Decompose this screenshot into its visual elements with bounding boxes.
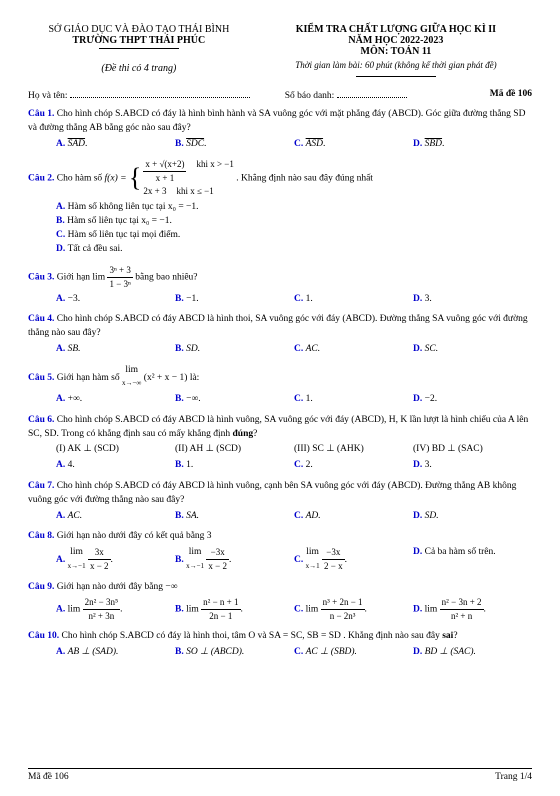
opt-d: D. BD ⊥ (SAC). — [413, 646, 532, 660]
exam-code: Mã đề 106 — [490, 89, 532, 99]
name-label: Họ và tên: — [28, 91, 68, 101]
options: A. lim 2n² − 3n⁵n² + 3n. B. lim n² − n +… — [28, 596, 532, 623]
exam-subject: MÔN: TOÁN 11 — [260, 46, 532, 57]
options: A. 4. B. 1. C. 2. D. 3. — [28, 459, 532, 473]
exam-title: KIỂM TRA CHẤT LƯỢNG GIỮA HỌC KÌ II — [260, 24, 532, 35]
q-label: Câu 7. — [28, 481, 54, 491]
opt-a: A. AB ⊥ (SAD). — [56, 646, 175, 660]
question-9: Câu 9. Giới hạn nào dưới đây bằng −∞ A. … — [28, 581, 532, 624]
name-field — [70, 89, 250, 98]
opt-c: C. AD. — [294, 510, 413, 524]
opt-c: C. Hàm số liên tục tại mọi điểm. — [28, 229, 532, 243]
q-pre: Cho hàm số — [54, 174, 104, 184]
page-header: SỞ GIÁO DỤC VÀ ĐÀO TẠO THÁI BÌNH TRƯỜNG … — [28, 24, 532, 79]
opt-a: A. 4. — [56, 459, 175, 473]
department: SỞ GIÁO DỤC VÀ ĐÀO TẠO THÁI BÌNH — [28, 24, 250, 35]
opt-d: D. −2. — [413, 393, 532, 407]
opt-d: D. 3. — [413, 293, 532, 307]
options: A. SB. B. SD. C. AC. D. SC. — [28, 343, 532, 357]
opt-d: D. lim n² − 3n + 2n² + n. — [413, 596, 532, 623]
opt-c: C. ASD. — [294, 138, 413, 152]
student-line: Họ và tên: Số báo danh: Mã đề 106 — [28, 89, 532, 101]
footer-page: Trang 1/4 — [495, 772, 532, 782]
question-4: Câu 4. Cho hình chóp S.ABCD có đáy ABCD … — [28, 313, 532, 356]
opt-b: B. 1. — [175, 459, 294, 473]
q-label: Câu 1. — [28, 109, 54, 119]
opt-a: A. −3. — [56, 293, 175, 307]
opt-a: A. SB. — [56, 343, 175, 357]
opt-d: D. 3. — [413, 459, 532, 473]
id-label: Số báo danh: — [285, 91, 335, 101]
options: A. limx→−1 3xx − 2. B. limx→−1 −3xx − 2.… — [28, 546, 532, 574]
exam-year: NĂM HỌC 2022-2023 — [260, 35, 532, 46]
opt-c: C. AC ⊥ (SBD). — [294, 646, 413, 660]
opt-d: D. SD. — [413, 510, 532, 524]
q-label: Câu 3. — [28, 272, 54, 282]
q-label: Câu 4. — [28, 314, 54, 324]
id-field — [337, 89, 407, 98]
opt-a: A. SAD. — [56, 138, 175, 152]
question-3: Câu 3. Giới hạn lim 3ⁿ + 31 − 3ⁿ bằng ba… — [28, 264, 532, 307]
footer-code: Mã đề 106 — [28, 772, 69, 782]
options: A. SAD. B. SDC. C. ASD. D. SBD. — [28, 138, 532, 152]
opt-a: A. +∞. — [56, 393, 175, 407]
stmt-iv: (IV) BD ⊥ (SAC) — [413, 443, 532, 457]
page-footer: Mã đề 106 Trang 1/4 — [28, 768, 532, 782]
opt-b: B. limx→−1 −3xx − 2. — [175, 546, 294, 574]
school-name: TRƯỜNG THPT THÁI PHÚC — [28, 35, 250, 46]
q-label: Câu 2. — [28, 174, 54, 184]
opt-c: C. lim n³ + 2n − 1n − 2n³. — [294, 596, 413, 623]
divider — [356, 76, 436, 77]
opt-a: A. lim 2n² − 3n⁵n² + 3n. — [56, 596, 175, 623]
q-label: Câu 6. — [28, 415, 54, 425]
exam-duration: Thời gian làm bài: 60 phút (không kể thờ… — [260, 60, 532, 70]
opt-c: C. AC. — [294, 343, 413, 357]
pages-note: (Đề thi có 4 trang) — [28, 63, 250, 74]
opt-b: B. lim n² − n + 12n − 1. — [175, 596, 294, 623]
question-10: Câu 10. Cho hình chóp S.ABCD có đáy là h… — [28, 630, 532, 660]
opt-a: A. limx→−1 3xx − 2. — [56, 546, 175, 574]
q-post: . Khẳng định nào sau đây đúng nhất — [236, 174, 373, 184]
options: A. AB ⊥ (SAD). B. SO ⊥ (ABCD). C. AC ⊥ (… — [28, 646, 532, 660]
stmt-ii: (II) AH ⊥ (SCD) — [175, 443, 294, 457]
header-right: KIỂM TRA CHẤT LƯỢNG GIỮA HỌC KÌ II NĂM H… — [260, 24, 532, 79]
opt-c: C. limx→1 −3x2 − x. — [294, 546, 413, 574]
options: A. +∞. B. −∞. C. 1. D. −2. — [28, 393, 532, 407]
opt-b: B. SDC. — [175, 138, 294, 152]
opt-d: D. SBD. — [413, 138, 532, 152]
opt-c: C. 1. — [294, 293, 413, 307]
opt-d: D. Cả ba hàm số trên. — [413, 546, 532, 574]
question-6: Câu 6. Cho hình chóp S.ABCD có đáy ABCD … — [28, 414, 532, 473]
options: A. −3. B. −1. C. 1. D. 3. — [28, 293, 532, 307]
piecewise: { x + √(x+2)x + 1khi x > −1 2x + 3khi x … — [129, 158, 234, 198]
opt-b: B. −1. — [175, 293, 294, 307]
opt-b: B. SA. — [175, 510, 294, 524]
statements: (I) AK ⊥ (SCD) (II) AH ⊥ (SCD) (III) SC … — [28, 443, 532, 457]
opt-d: D. SC. — [413, 343, 532, 357]
question-2: Câu 2. Cho hàm số f(x) = { x + √(x+2)x +… — [28, 158, 532, 256]
question-5: Câu 5. Giới hạn hàm số limx→−∞ (x² + x −… — [28, 364, 532, 407]
opt-b: B. −∞. — [175, 393, 294, 407]
q-label: Câu 10. — [28, 631, 59, 641]
opt-b: B. SD. — [175, 343, 294, 357]
header-left: SỞ GIÁO DỤC VÀ ĐÀO TẠO THÁI BÌNH TRƯỜNG … — [28, 24, 250, 79]
stmt-i: (I) AK ⊥ (SCD) — [56, 443, 175, 457]
stmt-iii: (III) SC ⊥ (AHK) — [294, 443, 413, 457]
options: A. AC. B. SA. C. AD. D. SD. — [28, 510, 532, 524]
opt-c: C. 2. — [294, 459, 413, 473]
question-7: Câu 7. Cho hình chóp S.ABCD có đáy ABCD … — [28, 480, 532, 523]
divider — [99, 48, 179, 49]
q-label: Câu 9. — [28, 582, 54, 592]
opt-c: C. 1. — [294, 393, 413, 407]
opt-d: D. Tất cả đều sai. — [28, 243, 532, 257]
q-text: Cho hình chóp S.ABCD có đáy là hình bình… — [28, 109, 525, 133]
opt-a: A. Hàm số không liên tục tại x₀ = −1. — [28, 201, 532, 215]
question-1: Câu 1. Cho hình chóp S.ABCD có đáy là hì… — [28, 108, 532, 151]
question-8: Câu 8. Giới hạn nào dưới đây có kết quả … — [28, 530, 532, 573]
opt-b: B. Hàm số liên tục tại x₀ = −1. — [28, 215, 532, 229]
q-label: Câu 5. — [28, 373, 54, 383]
q-label: Câu 8. — [28, 531, 54, 541]
opt-b: B. SO ⊥ (ABCD). — [175, 646, 294, 660]
opt-a: A. AC. — [56, 510, 175, 524]
